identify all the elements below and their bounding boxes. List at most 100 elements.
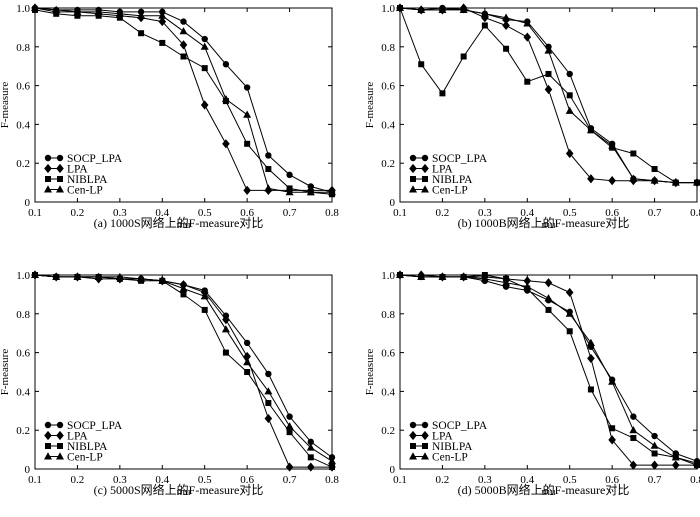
data-point <box>73 272 82 280</box>
data-point <box>650 176 659 184</box>
data-point <box>243 84 251 91</box>
data-point <box>265 400 272 407</box>
data-point <box>565 287 574 298</box>
data-point <box>650 460 659 470</box>
legend-marker <box>421 154 429 162</box>
panel-caption: (d) 5000B网络上的F-measure对比 <box>458 482 630 497</box>
data-point <box>523 32 532 42</box>
legend-marker <box>421 185 429 193</box>
series-cen-lp <box>396 270 700 467</box>
x-tick-label: 0.1 <box>28 474 42 486</box>
data-point <box>222 61 230 68</box>
legend-marker <box>409 430 417 441</box>
data-point <box>608 176 616 186</box>
data-point <box>459 272 468 280</box>
y-axis-label: F-measure <box>364 349 376 396</box>
plot-frame <box>399 7 698 203</box>
x-tick-label: 0.5 <box>198 207 212 219</box>
data-point <box>544 46 553 54</box>
data-point <box>222 349 229 356</box>
legend-marker <box>57 443 63 449</box>
x-tick-label: 0.6 <box>240 474 254 486</box>
x-tick-label: 0.2 <box>71 474 85 486</box>
data-point <box>481 13 489 23</box>
data-point <box>221 325 230 333</box>
data-point <box>94 272 103 280</box>
y-tick-label: 1.0 <box>16 270 30 282</box>
data-point <box>329 464 335 471</box>
x-axis-label: mu <box>541 486 556 498</box>
data-point <box>158 276 167 284</box>
data-point <box>264 184 273 192</box>
legend-label: Cen-LP <box>67 185 103 197</box>
legend-label: LPA <box>67 431 88 443</box>
x-tick-label: 0.6 <box>605 474 619 486</box>
chart-panel-4: 0.1 0.2 0.3 0.4 0.5 0.6 0.7 0.8 0 0.2 0.4 0.6 0.8 1.0… <box>364 270 700 498</box>
data-point <box>201 35 208 43</box>
legend-marker <box>56 452 64 460</box>
y-tick-label: 0 <box>25 197 31 209</box>
data-point <box>221 94 230 103</box>
data-point <box>180 18 187 25</box>
legend-marker <box>422 443 428 449</box>
legend-label: SOCP_LPA <box>432 420 488 432</box>
data-point <box>180 53 187 60</box>
chart-panel-1: 0.1 0.2 0.3 0.4 0.5 0.6 0.7 0.8 0 0.2 0.4 0.6 0.8 1.0… <box>0 3 339 231</box>
data-point <box>587 174 595 184</box>
data-point <box>286 429 293 436</box>
y-tick-label: 0 <box>390 464 396 476</box>
legend-marker <box>409 163 417 174</box>
legend-marker <box>45 176 51 182</box>
data-point <box>115 272 124 280</box>
data-point <box>587 386 594 393</box>
data-point <box>502 13 511 21</box>
y-tick-label: 0.6 <box>381 81 395 93</box>
y-tick-label: 0.2 <box>16 158 30 170</box>
y-axis-label: F-measure <box>364 82 376 129</box>
chart-panel-3: 0.1 0.2 0.3 0.4 0.5 0.6 0.7 0.8 0 0.2 0.4 0.6 0.8 1.0… <box>0 270 339 498</box>
data-point <box>264 387 273 395</box>
data-point <box>651 450 658 457</box>
x-tick-label: 0.7 <box>648 474 662 486</box>
data-point <box>158 16 167 27</box>
data-point <box>180 291 187 298</box>
data-point <box>417 272 426 280</box>
plot-frame <box>34 274 333 470</box>
x-tick-label: 0.8 <box>690 207 700 219</box>
data-point <box>587 353 595 364</box>
data-point <box>138 30 145 37</box>
legend-label: SOCP_LPA <box>67 420 123 432</box>
legend-marker <box>56 430 64 441</box>
data-point <box>650 441 659 449</box>
legend-marker <box>409 185 417 193</box>
data-point <box>523 19 532 27</box>
legend-label: LPA <box>432 431 453 443</box>
data-point <box>137 274 146 282</box>
data-point <box>200 292 209 300</box>
data-point <box>481 22 488 29</box>
data-point <box>418 61 425 68</box>
legend-marker <box>56 421 64 429</box>
legend-marker <box>421 163 429 174</box>
data-point <box>629 460 638 470</box>
x-tick-label: 0.5 <box>563 207 577 219</box>
data-point <box>503 45 510 52</box>
data-point <box>52 272 61 280</box>
data-point <box>243 110 252 118</box>
legend-marker <box>422 176 428 182</box>
data-point <box>222 315 230 325</box>
legend-label: Cen-LP <box>432 185 468 197</box>
data-point <box>439 90 446 97</box>
legend-label: NIBLPA <box>432 441 473 453</box>
legend-label: NIBLPA <box>67 174 108 186</box>
data-point <box>265 370 272 378</box>
data-point <box>158 11 167 19</box>
legend-marker <box>410 176 416 182</box>
x-tick-label: 0.5 <box>563 474 577 486</box>
data-point <box>244 369 251 375</box>
x-axis-label: mu <box>176 486 191 498</box>
legend-label: LPA <box>432 164 453 176</box>
chart-panel-2: 0.1 0.2 0.3 0.4 0.5 0.6 0.7 0.8 0 0.2 0.4 0.6 0.8 1.0… <box>364 3 700 231</box>
data-point <box>671 453 680 461</box>
